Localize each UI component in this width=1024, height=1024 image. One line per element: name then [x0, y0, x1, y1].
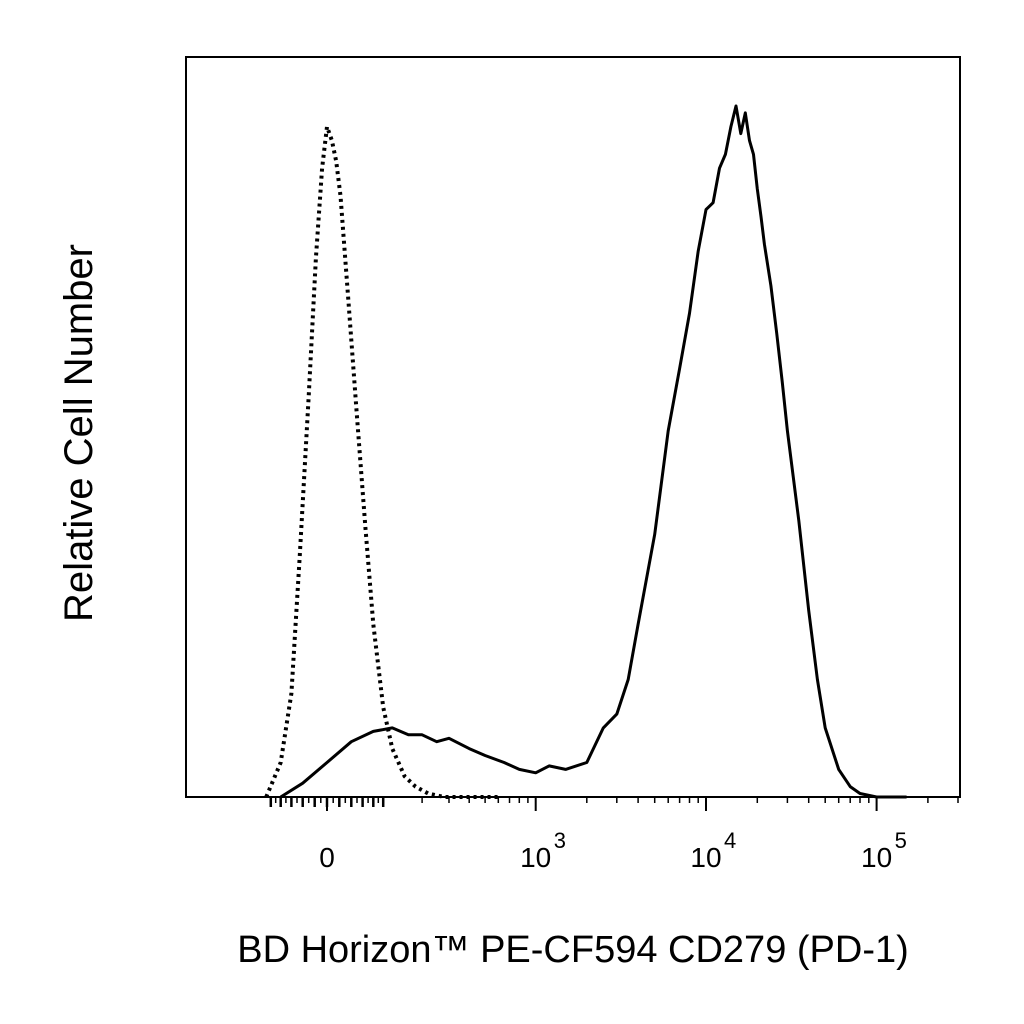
- stained-sample-curve: [279, 104, 907, 799]
- isotype-control-curve: [264, 124, 499, 799]
- x-tick-label: 0: [319, 842, 335, 873]
- x-tick-label-exponent: 5: [895, 828, 907, 853]
- x-tick-label-exponent: 3: [554, 828, 566, 853]
- x-tick-label-exponent: 4: [724, 828, 736, 853]
- x-tick-label: 10: [690, 842, 721, 873]
- x-axis-ticks: [269, 797, 959, 811]
- x-axis-label: BD Horizon™ PE-CF594 CD279 (PD-1): [237, 929, 909, 971]
- histogram-series: [264, 104, 907, 799]
- x-tick-label: 10: [861, 842, 892, 873]
- x-tick-label: 10: [520, 842, 551, 873]
- y-axis-label: Relative Cell Number: [57, 244, 101, 622]
- plot-frame: [185, 56, 961, 798]
